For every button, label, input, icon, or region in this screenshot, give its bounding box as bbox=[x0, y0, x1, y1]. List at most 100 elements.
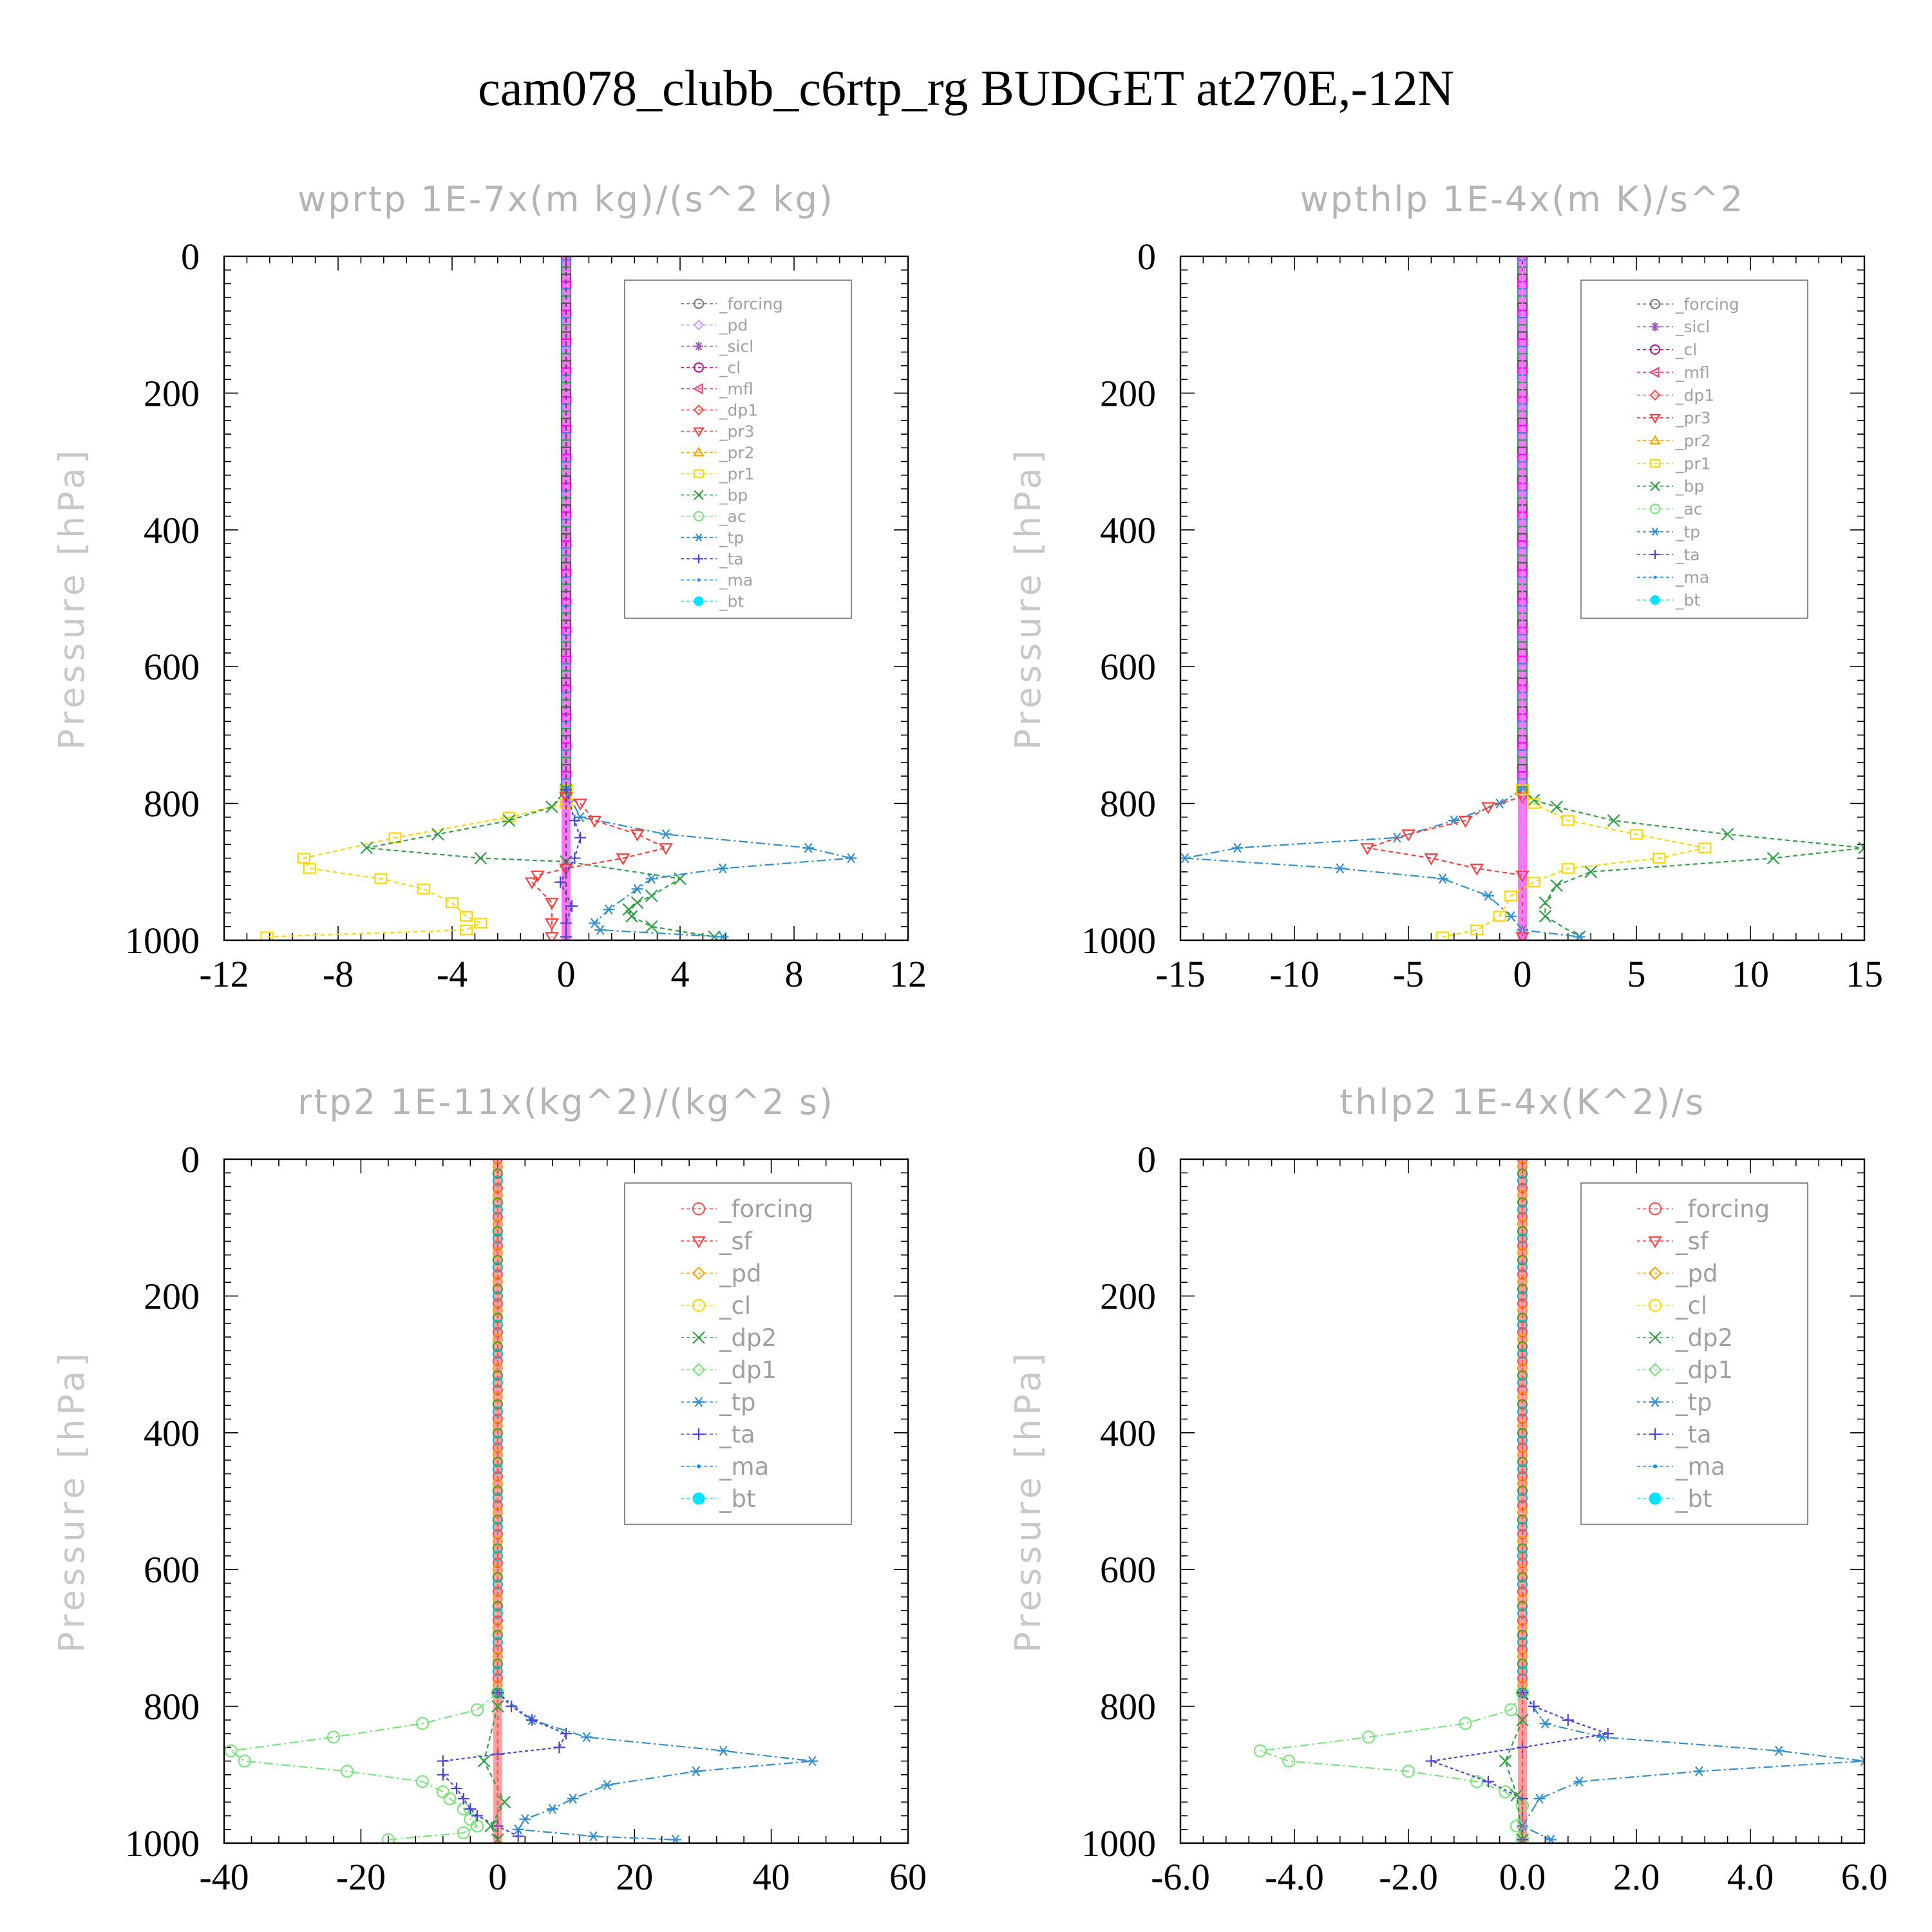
data-point-tp bbox=[631, 884, 643, 895]
data-point-dp1 bbox=[415, 1775, 430, 1788]
data-point-pr3 bbox=[1401, 829, 1416, 842]
y-tick-label: 1000 bbox=[1081, 1823, 1156, 1864]
y-tick-label: 0 bbox=[1137, 1139, 1156, 1180]
legend-marker bbox=[693, 298, 705, 309]
x-tick-label: 60 bbox=[889, 1856, 927, 1898]
y-axis-label: Pressure [hPa] bbox=[1008, 1349, 1048, 1653]
data-point-dp1 bbox=[415, 1717, 430, 1730]
zero-profile-marker bbox=[492, 1651, 503, 1662]
panel-title: wprtp 1E-7x(m kg)/(s^2 kg) bbox=[298, 179, 835, 220]
y-tick-label: 400 bbox=[144, 509, 200, 551]
plot-area bbox=[260, 256, 857, 940]
legend-entry: _tp bbox=[719, 528, 744, 547]
legend-entry: _ma bbox=[1675, 568, 1709, 587]
data-point-tp bbox=[1539, 1718, 1551, 1729]
data-point-pr1 bbox=[1653, 853, 1666, 864]
data-point-tp bbox=[1437, 873, 1449, 884]
data-point-pr3 bbox=[1470, 864, 1484, 876]
zero-profile-marker bbox=[492, 1233, 503, 1244]
data-point-tp bbox=[589, 918, 601, 929]
zero-profile-marker bbox=[492, 1550, 503, 1561]
data-point-bp bbox=[545, 800, 558, 813]
data-point-pr3 bbox=[530, 870, 545, 883]
legend: _forcing _sf _pd _cl _dp2 _dp1 _tp _ta _ma _bt bbox=[624, 1182, 852, 1525]
data-point-tp bbox=[601, 1779, 613, 1790]
data-point-tp bbox=[567, 1794, 579, 1804]
data-point-bp bbox=[1539, 910, 1552, 923]
data-point-ta bbox=[569, 852, 581, 864]
legend-marker bbox=[1648, 1363, 1662, 1377]
legend-marker bbox=[1648, 1202, 1662, 1216]
legend-entry: _forcing bbox=[719, 1195, 813, 1223]
legend-entry: _tp bbox=[1675, 522, 1700, 541]
y-tick-label: 1000 bbox=[125, 1823, 200, 1864]
legend-entry: _sicl bbox=[719, 337, 753, 355]
data-point-dp1 bbox=[1499, 1785, 1512, 1799]
data-point-bp bbox=[645, 889, 658, 902]
zero-profile-marker bbox=[492, 1457, 503, 1468]
data-point-dp1 bbox=[443, 1792, 457, 1806]
zero-profile-marker bbox=[1517, 1435, 1528, 1446]
zero-profile-marker bbox=[492, 1349, 503, 1359]
legend-marker bbox=[693, 446, 705, 457]
legend-entry: _cl bbox=[1675, 1292, 1707, 1320]
data-point-tp bbox=[1448, 815, 1460, 826]
legend-entry: _bp bbox=[1675, 477, 1704, 496]
data-point-pr3 bbox=[524, 877, 539, 889]
panel-title: wpthlp 1E-4x(m K)/s^2 bbox=[1300, 179, 1745, 220]
y-tick-label: 600 bbox=[1100, 1549, 1156, 1591]
data-point-dp1 bbox=[1282, 1754, 1296, 1768]
legend-entry: _ta bbox=[1675, 545, 1700, 564]
legend-entry: _pr3 bbox=[719, 422, 755, 440]
data-point-ta bbox=[560, 1728, 572, 1740]
zero-profile-marker bbox=[492, 1218, 503, 1229]
legend-entry: _ac bbox=[1675, 500, 1703, 518]
legend-marker bbox=[694, 596, 704, 607]
data-point-pr3 bbox=[544, 898, 559, 910]
x-tick-label: 40 bbox=[753, 1856, 790, 1898]
data-point-dp1 bbox=[1459, 1717, 1472, 1730]
y-axis-label: Pressure [hPa] bbox=[52, 1349, 92, 1653]
data-point-bp bbox=[502, 814, 516, 827]
data-point-dp2 bbox=[1510, 1788, 1523, 1802]
data-point-ta bbox=[1602, 1728, 1614, 1740]
data-point-pr1 bbox=[1527, 876, 1540, 888]
legend-marker bbox=[692, 1363, 706, 1377]
legend-marker bbox=[1649, 298, 1661, 310]
zero-profile-marker bbox=[492, 1543, 503, 1554]
data-point-pr1 bbox=[1527, 798, 1540, 809]
y-tick-label: 200 bbox=[144, 372, 200, 414]
zero-profile-marker bbox=[1517, 1651, 1528, 1662]
data-point-tp bbox=[717, 1745, 730, 1756]
data-point-pr1 bbox=[417, 884, 430, 895]
legend-marker bbox=[1649, 1397, 1661, 1407]
legend-entry: _bt bbox=[719, 1485, 756, 1513]
data-point-ta bbox=[1425, 1755, 1437, 1767]
data-point-ta bbox=[464, 1803, 477, 1815]
data-point-tp bbox=[1533, 1794, 1546, 1804]
zero-profile-marker bbox=[1517, 1543, 1528, 1554]
data-point-dp1 bbox=[457, 1826, 470, 1840]
series-line-dp1 bbox=[1260, 1692, 1524, 1841]
legend-entry: _pr3 bbox=[1675, 409, 1711, 428]
legend-entry: _pr2 bbox=[1675, 431, 1711, 450]
data-point-ta bbox=[457, 1792, 469, 1804]
legend-marker bbox=[693, 1397, 705, 1407]
data-point-tp bbox=[512, 1824, 524, 1835]
legend-entry: _ta bbox=[1675, 1421, 1712, 1448]
zero-profile-marker bbox=[1517, 1658, 1528, 1669]
y-tick-label: 600 bbox=[144, 1549, 200, 1591]
data-point-pr1 bbox=[1493, 911, 1506, 922]
data-point-bp bbox=[1721, 828, 1734, 841]
y-tick-label: 800 bbox=[1100, 783, 1156, 825]
data-point-dp2 bbox=[484, 1819, 497, 1833]
x-tick-label: -4 bbox=[437, 953, 468, 995]
legend-marker bbox=[693, 469, 705, 478]
legend-marker bbox=[1648, 1236, 1662, 1249]
series-line-ta bbox=[1431, 1692, 1609, 1840]
data-point-pr3 bbox=[559, 864, 573, 876]
plot-frame bbox=[223, 1158, 909, 1844]
panel-2: wpthlp 1E-4x(m K)/s^2 Pressure [hPa] -15 -1… bbox=[1008, 179, 1883, 995]
data-point-pr1 bbox=[1470, 924, 1484, 936]
series-line-tp bbox=[1521, 1692, 1864, 1841]
